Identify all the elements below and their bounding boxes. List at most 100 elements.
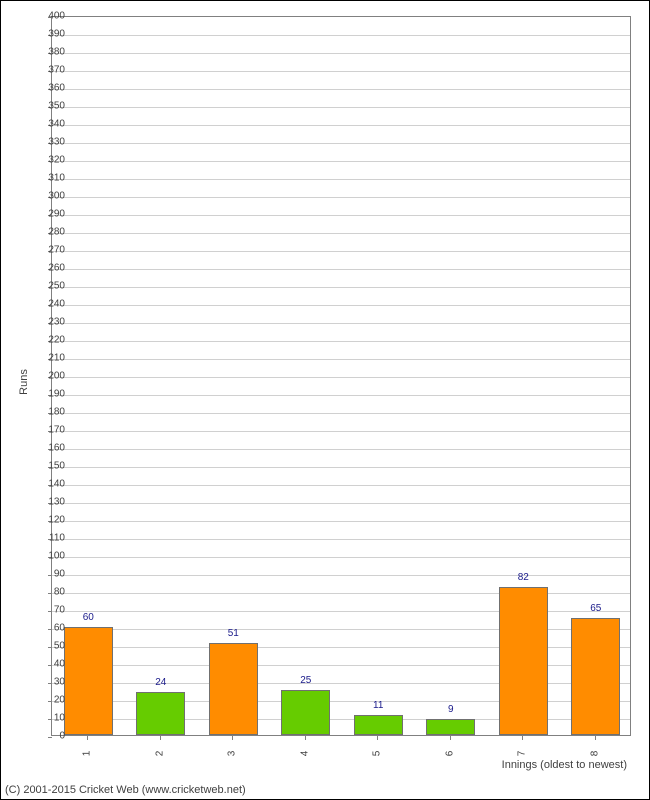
ytick-label: 290: [35, 209, 65, 220]
ytick-label: 350: [35, 101, 65, 112]
gridline: [52, 323, 630, 324]
ytick-label: 250: [35, 281, 65, 292]
chart-frame: 602451251198265 Runs Innings (oldest to …: [0, 0, 650, 800]
bar: [571, 618, 620, 735]
gridline: [52, 125, 630, 126]
plot-area: 602451251198265: [51, 16, 631, 736]
xtick-label: 2: [154, 751, 165, 757]
gridline: [52, 179, 630, 180]
bar: [209, 643, 258, 735]
xtick-label: 3: [227, 751, 238, 757]
gridline: [52, 359, 630, 360]
ytick-label: 270: [35, 245, 65, 256]
ytick-label: 0: [35, 731, 65, 742]
xtick-label: 1: [82, 751, 93, 757]
xtick-label: 5: [372, 751, 383, 757]
gridline: [52, 107, 630, 108]
ytick-label: 230: [35, 317, 65, 328]
ytick-label: 100: [35, 551, 65, 562]
ytick-label: 60: [35, 623, 65, 634]
gridline: [52, 449, 630, 450]
gridline: [52, 197, 630, 198]
bar-value-label: 82: [518, 572, 529, 583]
xtick-mark: [87, 736, 88, 740]
gridline: [52, 269, 630, 270]
gridline: [52, 485, 630, 486]
xtick-mark: [160, 736, 161, 740]
bar-value-label: 25: [300, 675, 311, 686]
ytick-label: 160: [35, 443, 65, 454]
xtick-label: 7: [517, 751, 528, 757]
ytick-label: 30: [35, 677, 65, 688]
ytick-label: 70: [35, 605, 65, 616]
ytick-label: 140: [35, 479, 65, 490]
ytick-label: 320: [35, 155, 65, 166]
ytick-label: 280: [35, 227, 65, 238]
gridline: [52, 305, 630, 306]
bar: [354, 715, 403, 735]
ytick-label: 210: [35, 353, 65, 364]
ytick-label: 360: [35, 83, 65, 94]
bar: [499, 587, 548, 735]
gridline: [52, 71, 630, 72]
gridline: [52, 395, 630, 396]
gridline: [52, 89, 630, 90]
bar-value-label: 51: [228, 628, 239, 639]
ytick-label: 380: [35, 47, 65, 58]
gridline: [52, 341, 630, 342]
gridline: [52, 539, 630, 540]
xtick-mark: [232, 736, 233, 740]
ytick-label: 20: [35, 695, 65, 706]
xtick-mark: [305, 736, 306, 740]
bar-value-label: 60: [83, 612, 94, 623]
xtick-mark: [595, 736, 596, 740]
xtick-mark: [522, 736, 523, 740]
gridline: [52, 467, 630, 468]
gridline: [52, 215, 630, 216]
gridline: [52, 557, 630, 558]
bar: [426, 719, 475, 735]
y-axis-label: Runs: [18, 369, 30, 395]
bar: [64, 627, 113, 735]
ytick-label: 330: [35, 137, 65, 148]
ytick-label: 300: [35, 191, 65, 202]
ytick-label: 340: [35, 119, 65, 130]
ytick-label: 120: [35, 515, 65, 526]
gridline: [52, 575, 630, 576]
gridline: [52, 377, 630, 378]
ytick-label: 240: [35, 299, 65, 310]
bar-value-label: 65: [590, 603, 601, 614]
ytick-label: 90: [35, 569, 65, 580]
ytick-label: 260: [35, 263, 65, 274]
ytick-label: 180: [35, 407, 65, 418]
xtick-mark: [377, 736, 378, 740]
xtick-label: 6: [444, 751, 455, 757]
gridline: [52, 521, 630, 522]
gridline: [52, 53, 630, 54]
xtick-label: 8: [589, 751, 600, 757]
gridline: [52, 161, 630, 162]
gridline: [52, 233, 630, 234]
xtick-mark: [450, 736, 451, 740]
gridline: [52, 413, 630, 414]
gridline: [52, 143, 630, 144]
xtick-label: 4: [299, 751, 310, 757]
gridline: [52, 503, 630, 504]
gridline: [52, 287, 630, 288]
ytick-label: 150: [35, 461, 65, 472]
ytick-label: 370: [35, 65, 65, 76]
bar: [136, 692, 185, 735]
ytick-label: 400: [35, 11, 65, 22]
ytick-label: 110: [35, 533, 65, 544]
ytick-label: 40: [35, 659, 65, 670]
ytick-label: 390: [35, 29, 65, 40]
x-axis-label: Innings (oldest to newest): [502, 759, 627, 771]
ytick-label: 220: [35, 335, 65, 346]
bar-value-label: 9: [448, 704, 454, 715]
gridline: [52, 431, 630, 432]
bar-value-label: 24: [155, 677, 166, 688]
ytick-label: 200: [35, 371, 65, 382]
ytick-label: 130: [35, 497, 65, 508]
copyright-text: (C) 2001-2015 Cricket Web (www.cricketwe…: [5, 784, 246, 796]
ytick-label: 80: [35, 587, 65, 598]
